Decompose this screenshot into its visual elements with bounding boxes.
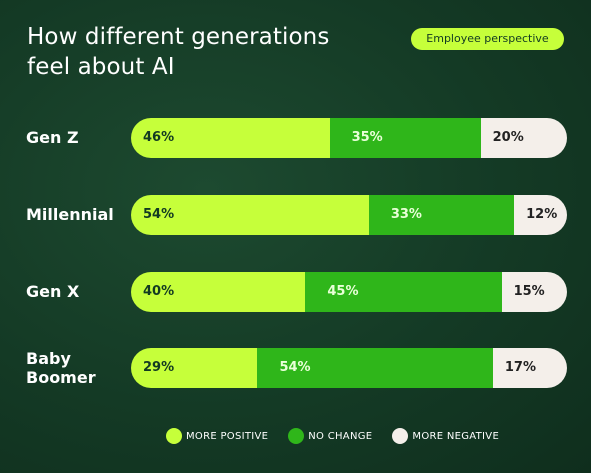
category-label-baby-boomer: Baby Boomer (26, 349, 96, 387)
legend-swatch-no-change (288, 428, 305, 444)
bar-baby-boomer: 29% 54% 17% (131, 348, 567, 388)
bar-segment-more-positive-millennial: 54% (131, 195, 369, 235)
legend-label-more-negative: MORE NEGATIVE (412, 430, 500, 442)
chart-title-line-1: How different generations (27, 24, 330, 50)
legend-item-more-negative: MORE NEGATIVE (392, 428, 499, 444)
bar-segment-more-positive-gen-x: 40% (131, 272, 306, 312)
bar-segment-more-negative-gen-z: 20% (480, 118, 567, 158)
bar-millennial: 54% 33% 12% (131, 195, 567, 235)
chart-title-line-2: feel about AI (27, 54, 175, 80)
legend-item-more-positive: MORE POSITIVE (166, 428, 268, 444)
bar-segment-more-negative-millennial: 12% (514, 195, 567, 235)
bar-gen-z: 46% 35% 20% (131, 118, 567, 158)
legend-swatch-more-positive (166, 428, 182, 444)
legend-swatch-more-negative (392, 428, 409, 444)
bar-segment-more-positive-baby-boomer: 29% (131, 348, 258, 388)
perspective-badge: Employee perspective (411, 28, 564, 50)
bar-segment-no-change-baby-boomer: 54% (257, 348, 493, 388)
legend-item-no-change: NO CHANGE (288, 428, 372, 444)
legend-label-no-change: NO CHANGE (308, 430, 373, 442)
bar-gen-x: 40% 45% 15% (131, 272, 567, 312)
bar-segment-no-change-gen-z: 35% (329, 118, 481, 158)
category-label-gen-x: Gen X (26, 282, 80, 301)
bar-segment-more-negative-gen-x: 15% (501, 272, 567, 312)
bar-segment-more-positive-gen-z: 46% (131, 118, 330, 158)
legend-label-more-positive: MORE POSITIVE (186, 430, 269, 442)
chart-legend: MORE POSITIVE NO CHANGE MORE NEGATIVE (166, 427, 519, 445)
bar-segment-no-change-gen-x: 45% (305, 272, 502, 312)
category-label-millennial: Millennial (26, 205, 114, 224)
bar-segment-no-change-millennial: 33% (368, 195, 515, 235)
category-label-gen-z: Gen Z (26, 128, 79, 147)
chart-title: How different generations feel about AI (27, 22, 357, 82)
bar-segment-more-negative-baby-boomer: 17% (492, 348, 567, 388)
